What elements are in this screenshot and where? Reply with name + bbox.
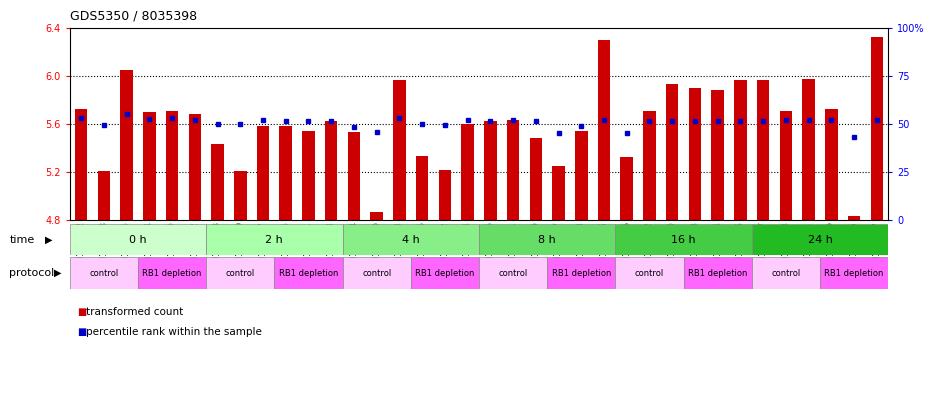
Text: ▶: ▶ [45, 235, 52, 245]
FancyBboxPatch shape [274, 257, 342, 289]
Text: transformed count: transformed count [86, 307, 184, 318]
Text: 0 h: 0 h [129, 235, 147, 245]
FancyBboxPatch shape [751, 257, 820, 289]
Bar [416, 156, 429, 220]
Bar [98, 171, 110, 220]
FancyBboxPatch shape [684, 257, 751, 289]
Bar [348, 132, 360, 220]
FancyBboxPatch shape [70, 224, 206, 255]
FancyBboxPatch shape [479, 257, 547, 289]
Text: protocol: protocol [9, 268, 55, 278]
Bar [143, 112, 155, 220]
Bar [529, 138, 542, 220]
Bar [598, 40, 610, 220]
Bar [439, 169, 451, 220]
FancyBboxPatch shape [138, 257, 206, 289]
Bar [393, 81, 405, 220]
Bar [507, 120, 519, 220]
Text: RB1 depletion: RB1 depletion [279, 269, 339, 277]
Bar [666, 84, 678, 220]
Bar [757, 81, 769, 220]
Text: ■: ■ [77, 307, 86, 318]
FancyBboxPatch shape [751, 224, 888, 255]
FancyBboxPatch shape [616, 224, 751, 255]
Text: percentile rank within the sample: percentile rank within the sample [86, 327, 262, 337]
FancyBboxPatch shape [342, 257, 411, 289]
Bar [779, 110, 792, 220]
Bar [734, 81, 747, 220]
Bar [575, 131, 588, 220]
Text: RB1 depletion: RB1 depletion [824, 269, 884, 277]
Text: control: control [226, 269, 255, 277]
Bar [120, 70, 133, 220]
Text: 8 h: 8 h [538, 235, 556, 245]
Bar [189, 114, 201, 220]
Text: GDS5350 / 8035398: GDS5350 / 8035398 [70, 10, 197, 23]
FancyBboxPatch shape [820, 257, 888, 289]
Bar [688, 88, 701, 220]
Bar [257, 126, 269, 220]
Bar [644, 110, 656, 220]
Text: control: control [771, 269, 801, 277]
Text: ■: ■ [77, 327, 86, 337]
FancyBboxPatch shape [206, 257, 274, 289]
Bar [279, 126, 292, 220]
FancyBboxPatch shape [206, 224, 342, 255]
Text: ▶: ▶ [54, 268, 61, 278]
Bar [711, 90, 724, 220]
Bar [825, 109, 838, 220]
Text: 24 h: 24 h [807, 235, 832, 245]
Text: control: control [362, 269, 392, 277]
Bar [166, 110, 179, 220]
Bar [370, 212, 383, 220]
Text: 4 h: 4 h [402, 235, 419, 245]
Bar [552, 166, 565, 220]
FancyBboxPatch shape [70, 257, 138, 289]
Bar [211, 144, 224, 220]
Text: RB1 depletion: RB1 depletion [415, 269, 474, 277]
Bar [234, 171, 246, 220]
Text: 16 h: 16 h [671, 235, 696, 245]
FancyBboxPatch shape [411, 257, 479, 289]
Bar [74, 109, 87, 220]
FancyBboxPatch shape [479, 224, 616, 255]
Bar [848, 217, 860, 220]
Bar [803, 79, 815, 220]
Text: 2 h: 2 h [265, 235, 284, 245]
Bar [325, 121, 338, 220]
FancyBboxPatch shape [342, 224, 479, 255]
Text: control: control [635, 269, 664, 277]
Bar [620, 158, 633, 220]
Text: control: control [498, 269, 527, 277]
Text: RB1 depletion: RB1 depletion [688, 269, 748, 277]
Text: RB1 depletion: RB1 depletion [142, 269, 202, 277]
Text: control: control [89, 269, 118, 277]
FancyBboxPatch shape [616, 257, 684, 289]
Text: RB1 depletion: RB1 depletion [551, 269, 611, 277]
Bar [461, 124, 473, 220]
Bar [302, 131, 314, 220]
Text: time: time [9, 235, 34, 245]
FancyBboxPatch shape [547, 257, 616, 289]
Bar [484, 121, 497, 220]
Bar [870, 37, 883, 220]
